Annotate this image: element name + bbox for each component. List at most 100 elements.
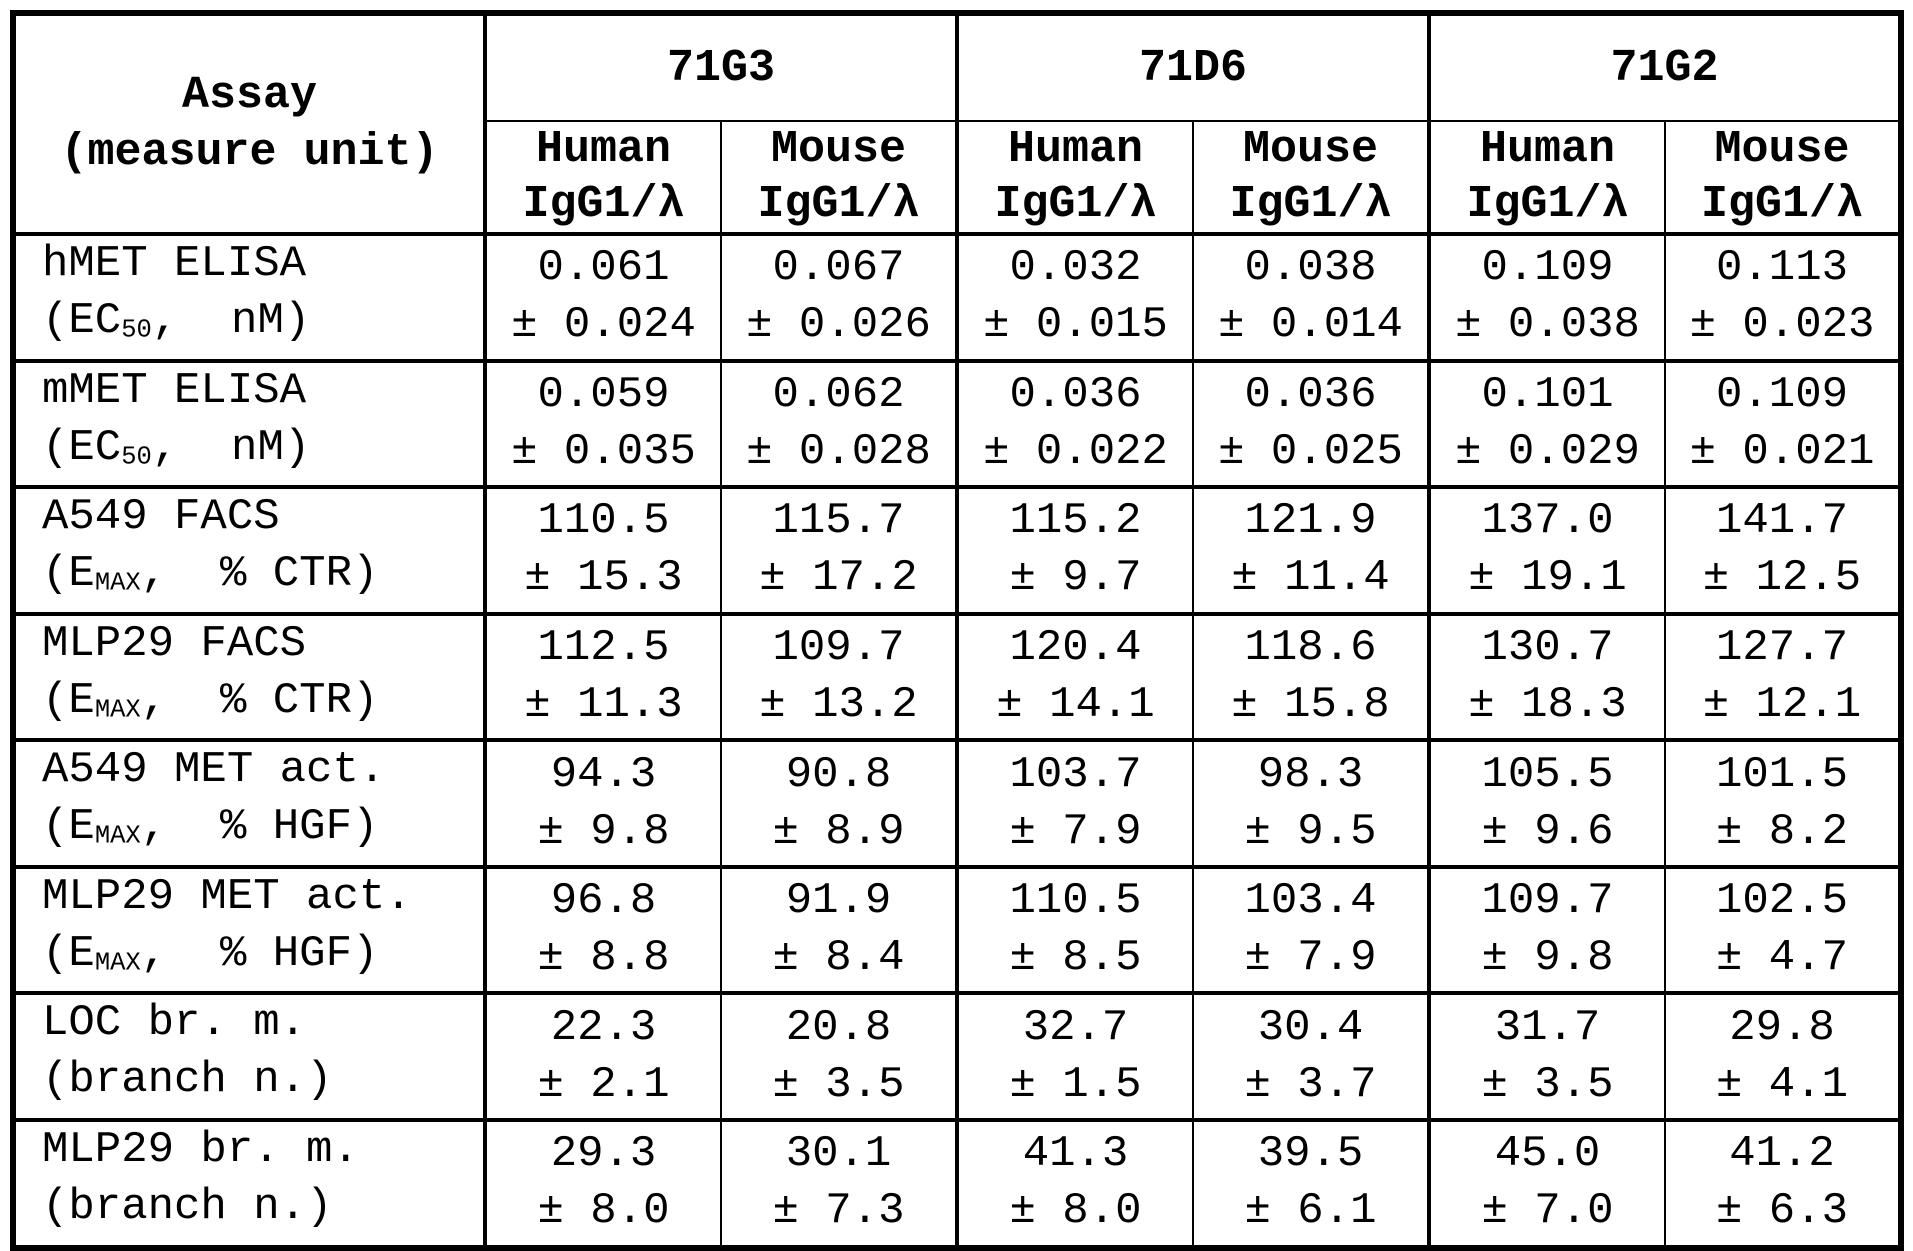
assay-results-figure: Assay (measure unit) 71G3 71D6 71G2 Huma… [10, 10, 1904, 1251]
assay-unit: (EMAX, % CTR) [42, 673, 483, 737]
assay-label-cell: hMET ELISA (EC50, nM) [12, 232, 486, 363]
table-row: hMET ELISA (EC50, nM) 0.061 ± 0.024 0.06… [12, 232, 1902, 363]
mean-value: 120.4 [1009, 623, 1142, 674]
error-value: ± 0.029 [1455, 426, 1640, 477]
mean-value: 0.038 [1244, 243, 1377, 294]
assay-unit: (EMAX, % HGF) [42, 799, 483, 863]
mean-value: 110.5 [537, 496, 670, 547]
unit-subscript: MAX [94, 568, 141, 598]
value-cell: 0.101 ± 0.029 [1427, 358, 1666, 490]
assay-unit: (EMAX, % HGF) [42, 926, 483, 990]
table-row: mMET ELISA (EC50, nM) 0.059 ± 0.035 0.06… [12, 358, 1902, 490]
value-cell: 137.0 ± 19.1 [1427, 485, 1666, 616]
value-cell: 0.113 ± 0.023 [1664, 232, 1902, 363]
mean-value: 103.7 [1009, 749, 1142, 800]
mean-value: 137.0 [1481, 496, 1614, 547]
mean-value: 118.6 [1244, 623, 1377, 674]
mean-value: 29.3 [550, 1129, 657, 1180]
assay-name: MLP29 MET act. [42, 871, 412, 922]
value-cell: 0.061 ± 0.024 [483, 232, 722, 363]
error-value: ± 0.026 [746, 300, 931, 351]
value-cell: 98.3 ± 9.5 [1192, 738, 1430, 869]
assay-results-table: Assay (measure unit) 71G3 71D6 71G2 Huma… [10, 10, 1904, 1251]
value-cell: 112.5 ± 11.3 [483, 611, 722, 743]
value-cell: 105.5 ± 9.6 [1427, 738, 1666, 869]
mean-value: 0.113 [1715, 243, 1849, 294]
species-label: Mouse [1242, 124, 1379, 175]
value-cell: 101.5 ± 8.2 [1664, 738, 1902, 869]
value-cell: 103.4 ± 7.9 [1192, 864, 1430, 996]
error-value: ± 14.1 [996, 680, 1155, 731]
mean-value: 30.1 [785, 1129, 892, 1180]
error-value: ± 0.038 [1455, 300, 1640, 351]
value-cell: 109.7 ± 9.8 [1427, 864, 1666, 996]
value-cell: 118.6 ± 15.8 [1192, 611, 1430, 743]
unit-text: , nM) [151, 422, 311, 473]
isotype-label: IgG1/λ [1700, 179, 1864, 230]
error-value: ± 3.5 [772, 1059, 905, 1110]
mean-value: 141.7 [1715, 496, 1849, 547]
mean-value: 115.2 [1009, 496, 1142, 547]
value-cell: 130.7 ± 18.3 [1427, 611, 1666, 743]
mean-value: 32.7 [1022, 1002, 1129, 1053]
value-cell: 0.062 ± 0.028 [720, 358, 958, 490]
error-value: ± 9.7 [1009, 553, 1142, 604]
value-cell: 127.7 ± 12.1 [1664, 611, 1902, 743]
value-cell: 20.8 ± 3.5 [720, 991, 958, 1123]
unit-text: , nM) [151, 296, 311, 346]
mean-value: 41.2 [1729, 1129, 1835, 1180]
group-header-row: Assay (measure unit) 71G3 71D6 71G2 [12, 12, 1902, 235]
mean-value: 0.061 [537, 243, 670, 294]
species-label: Human [535, 124, 672, 175]
value-cell: 141.7 ± 12.5 [1664, 485, 1902, 616]
mean-value: 105.5 [1481, 749, 1614, 800]
error-value: ± 8.4 [772, 933, 905, 984]
unit-subscript: 50 [121, 442, 152, 472]
value-cell: 0.036 ± 0.025 [1192, 358, 1430, 490]
error-value: ± 19.1 [1468, 553, 1627, 604]
corner-line1: Assay [181, 70, 318, 121]
value-cell: 96.8 ± 8.8 [483, 864, 722, 996]
value-cell: 0.109 ± 0.038 [1427, 232, 1666, 363]
error-value: ± 18.3 [1468, 680, 1627, 731]
mean-value: 109.7 [772, 623, 905, 674]
unit-text: , % HGF) [140, 802, 379, 853]
species-label: Human [1479, 124, 1616, 175]
isotype-label: IgG1/λ [757, 179, 920, 230]
assay-name: MLP29 br. m. [42, 1125, 359, 1176]
error-value: ± 11.4 [1231, 553, 1390, 604]
value-cell: 0.109 ± 0.021 [1664, 358, 1902, 490]
error-value: ± 9.8 [537, 806, 670, 857]
error-value: ± 8.5 [1009, 933, 1142, 984]
mean-value: 112.5 [537, 623, 670, 674]
value-cell: 0.038 ± 0.014 [1192, 232, 1430, 363]
error-value: ± 15.3 [524, 553, 683, 604]
unit-text: (EC [42, 296, 122, 346]
mean-value: 130.7 [1481, 623, 1614, 674]
assay-unit: (EC50, nM) [42, 293, 483, 357]
value-cell: 41.3 ± 8.0 [955, 1118, 1194, 1250]
error-value: ± 8.2 [1715, 806, 1849, 857]
isotype-label: IgG1/λ [1466, 179, 1629, 230]
isotype-label: IgG1/λ [994, 179, 1157, 230]
error-value: ± 12.5 [1702, 553, 1862, 604]
value-cell: 32.7 ± 1.5 [955, 991, 1194, 1123]
error-value: ± 0.024 [511, 300, 696, 351]
table-row: MLP29 FACS (EMAX, % CTR) 112.5 ± 11.3 10… [12, 611, 1902, 743]
mean-value: 31.7 [1494, 1002, 1601, 1053]
value-cell: 102.5 ± 4.7 [1664, 864, 1902, 996]
error-value: ± 12.1 [1702, 680, 1862, 731]
group-header-71D6: 71D6 [955, 12, 1430, 122]
mean-value: 94.3 [550, 749, 657, 800]
error-value: ± 13.2 [759, 680, 918, 731]
subheader-71D6-human: Human IgG1/λ [955, 120, 1194, 236]
table-row: LOC br. m. (branch n.) 22.3 ± 2.1 20.8 ±… [12, 991, 1902, 1123]
mean-value: 39.5 [1257, 1129, 1364, 1180]
mean-value: 101.5 [1715, 749, 1849, 800]
subheader-71G2-mouse: Mouse IgG1/λ [1664, 120, 1902, 236]
value-cell: 39.5 ± 6.1 [1192, 1118, 1430, 1250]
error-value: ± 0.014 [1218, 300, 1403, 351]
subheader-71G2-human: Human IgG1/λ [1427, 120, 1666, 236]
value-cell: 41.2 ± 6.3 [1664, 1118, 1902, 1250]
error-value: ± 3.5 [1481, 1059, 1614, 1110]
